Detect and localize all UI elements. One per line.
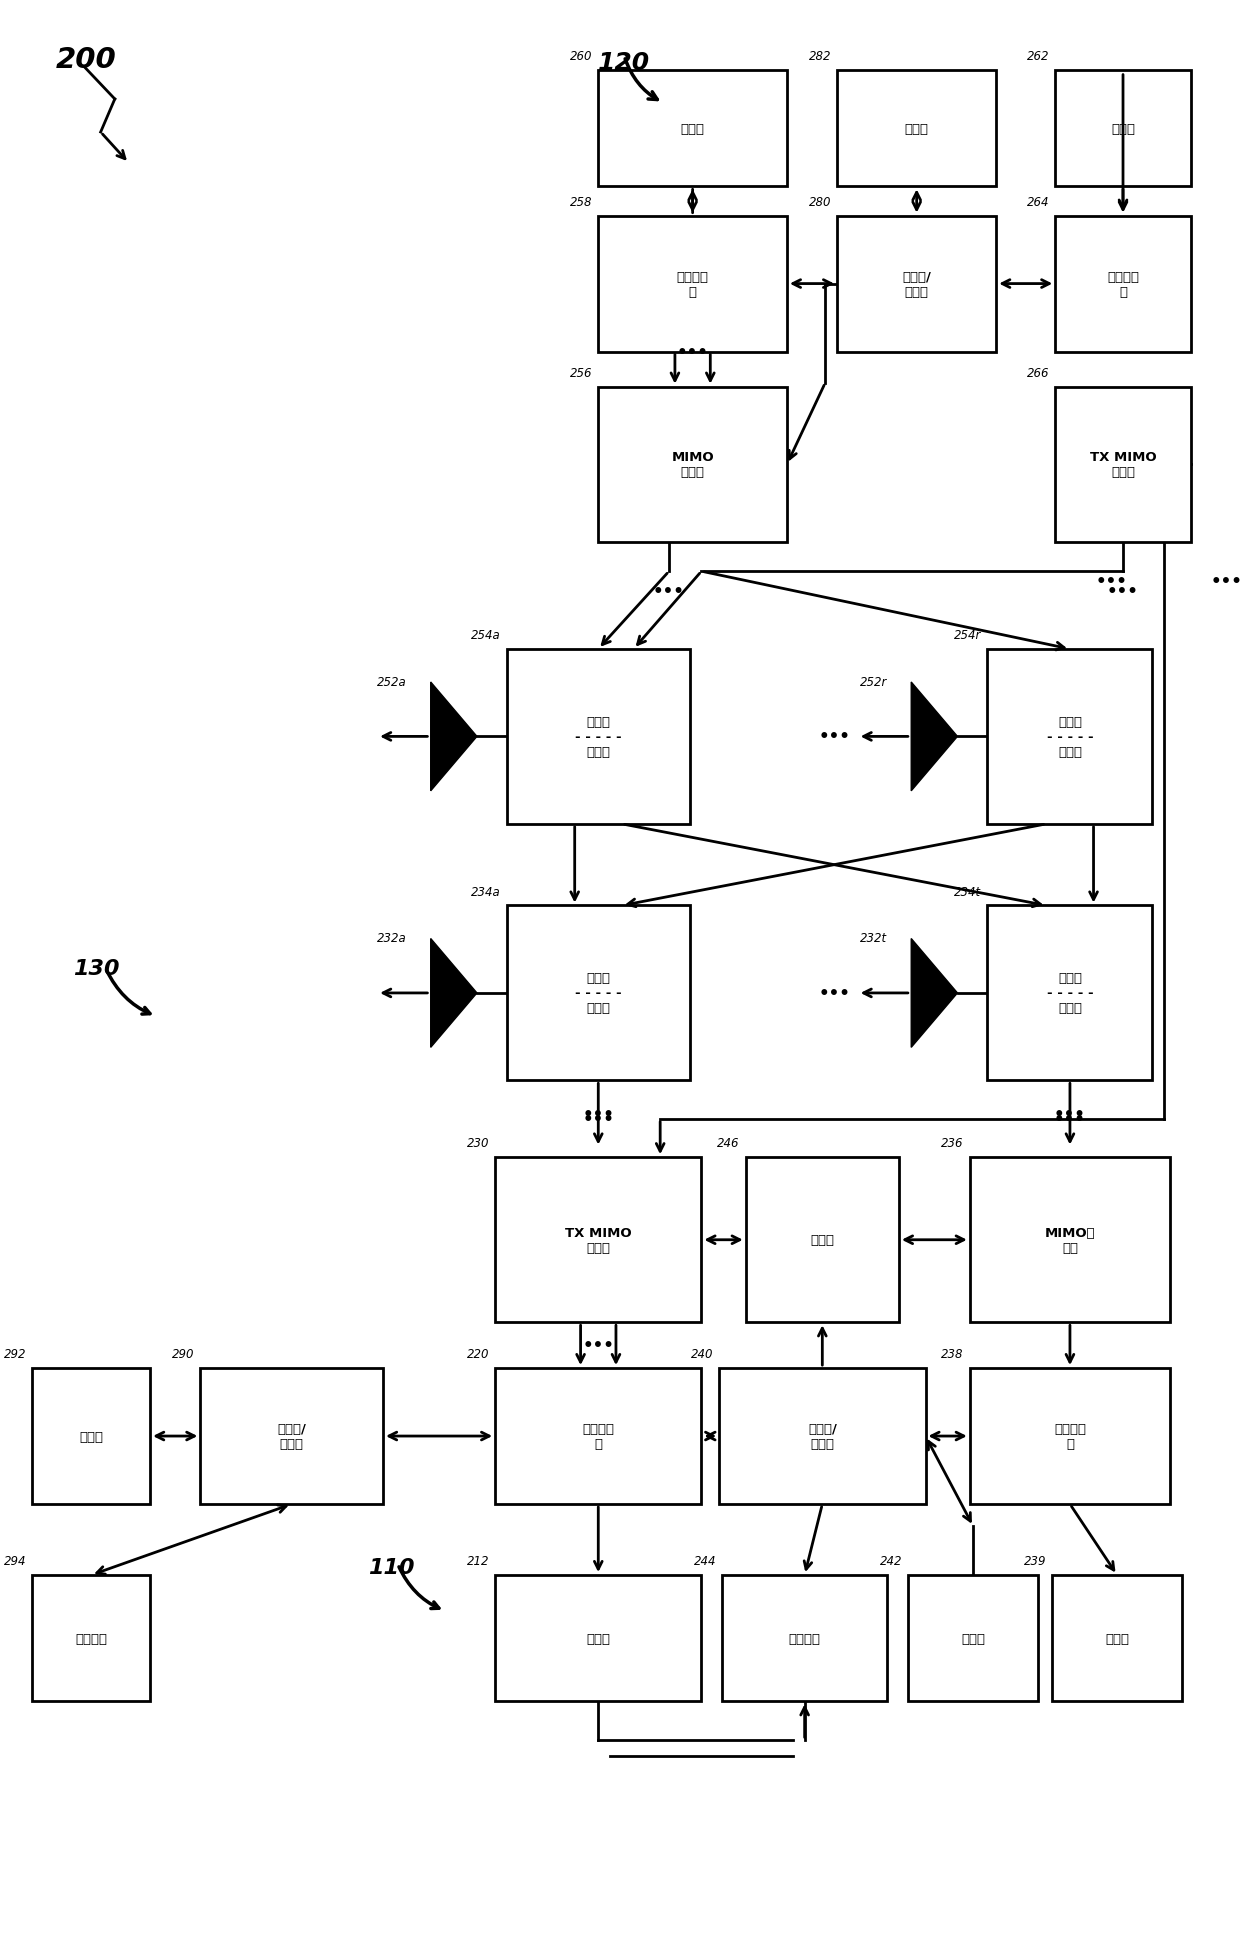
Text: 220: 220 [466,1348,490,1360]
Bar [32,1367,150,1504]
Text: 数据源: 数据源 [587,1632,610,1644]
Bar [507,906,689,1081]
Text: 发送处理
器: 发送处理 器 [1107,271,1140,298]
Text: 238: 238 [941,1348,963,1360]
Text: •••: ••• [818,984,851,1003]
Text: 294: 294 [4,1555,26,1568]
Text: •••: ••• [583,1106,614,1124]
Text: 256: 256 [570,366,593,380]
Text: 控制器/
处理器: 控制器/ 处理器 [278,1422,306,1451]
Text: TX MIMO
处理器: TX MIMO 处理器 [565,1225,631,1255]
Text: 258: 258 [570,195,593,208]
Text: 接收处理
器: 接收处理 器 [1054,1422,1086,1451]
Text: 266: 266 [1027,366,1049,380]
Bar [1055,388,1190,543]
Text: MIMO
检测器: MIMO 检测器 [671,452,714,479]
Bar [987,649,1152,824]
Text: 230: 230 [466,1138,490,1149]
Bar [837,70,996,187]
Bar [970,1157,1171,1323]
Polygon shape [430,939,477,1048]
Text: 130: 130 [73,958,120,978]
Text: 232t: 232t [861,931,887,945]
Text: 解调器
- - - - -
调制器: 解调器 - - - - - 调制器 [575,715,621,758]
Text: 解调器
- - - - -
调制器: 解调器 - - - - - 调制器 [1047,715,1094,758]
Text: •••: ••• [583,1336,614,1354]
Text: 控制器/
处理器: 控制器/ 处理器 [903,271,931,298]
Bar [598,70,787,187]
Text: •••: ••• [1095,573,1127,590]
Bar [598,216,787,353]
Text: 数据源: 数据源 [1111,123,1135,136]
Bar [201,1367,383,1504]
Bar [837,216,996,353]
Text: •••: ••• [1054,1110,1086,1128]
Text: 数据信: 数据信 [681,123,704,136]
Bar [507,649,689,824]
Bar [495,1157,702,1323]
Bar [32,1576,150,1701]
Text: 110: 110 [368,1556,415,1576]
Text: 280: 280 [808,195,831,208]
Text: •••: ••• [677,343,708,362]
Text: 发送处理
器: 发送处理 器 [583,1422,614,1451]
Text: 244: 244 [693,1555,717,1568]
Text: •••: ••• [1210,573,1240,590]
Text: 292: 292 [4,1348,26,1360]
Bar [745,1157,899,1323]
Text: 234a: 234a [471,884,501,898]
Text: 212: 212 [466,1555,490,1568]
Text: 234t: 234t [955,884,982,898]
Text: 数据信: 数据信 [1105,1632,1130,1644]
Bar [1055,216,1190,353]
Text: •••: ••• [583,1110,614,1128]
Text: 252a: 252a [377,676,407,688]
Text: 调度器: 调度器 [810,1233,835,1247]
Text: 调制器
- - - - -
解调器: 调制器 - - - - - 解调器 [575,972,621,1015]
Bar [1053,1576,1182,1701]
Bar [722,1576,887,1701]
Text: 232a: 232a [377,931,407,945]
Text: 252r: 252r [859,676,887,688]
Text: 260: 260 [570,51,593,62]
Text: 254a: 254a [471,629,501,641]
Bar [719,1367,925,1504]
Text: 254r: 254r [954,629,982,641]
Bar [495,1367,702,1504]
Text: 存储器: 存储器 [961,1632,986,1644]
Text: 282: 282 [808,51,831,62]
Text: 264: 264 [1027,195,1049,208]
Text: 控制器/
处理器: 控制器/ 处理器 [808,1422,837,1451]
Text: 246: 246 [717,1138,740,1149]
Bar [970,1367,1171,1504]
Text: TX MIMO
处理器: TX MIMO 处理器 [1090,452,1157,479]
Text: 262: 262 [1027,51,1049,62]
Text: 290: 290 [172,1348,195,1360]
Text: 通信单元: 通信单元 [76,1632,107,1644]
Text: •••: ••• [818,729,851,746]
Text: 存储器: 存储器 [905,123,929,136]
Text: 200: 200 [56,45,117,74]
Bar [495,1576,702,1701]
Bar [909,1576,1038,1701]
Text: MIMO检
测器: MIMO检 测器 [1044,1225,1095,1255]
Text: •••: ••• [653,582,684,600]
Bar [598,388,787,543]
Text: 120: 120 [598,51,651,76]
Text: 240: 240 [691,1348,713,1360]
Text: 接收处理
器: 接收处理 器 [677,271,708,298]
Bar [1055,70,1190,187]
Text: 236: 236 [941,1138,963,1149]
Bar [987,906,1152,1081]
Text: 通信单元: 通信单元 [789,1632,821,1644]
Polygon shape [911,939,957,1048]
Text: 调制器
- - - - -
解调器: 调制器 - - - - - 解调器 [1047,972,1094,1015]
Text: 242: 242 [880,1555,903,1568]
Text: •••: ••• [1107,582,1140,600]
Text: 239: 239 [1024,1555,1047,1568]
Polygon shape [911,682,957,791]
Text: •••: ••• [1054,1106,1086,1124]
Text: 存储器: 存储器 [79,1430,103,1443]
Polygon shape [430,682,477,791]
